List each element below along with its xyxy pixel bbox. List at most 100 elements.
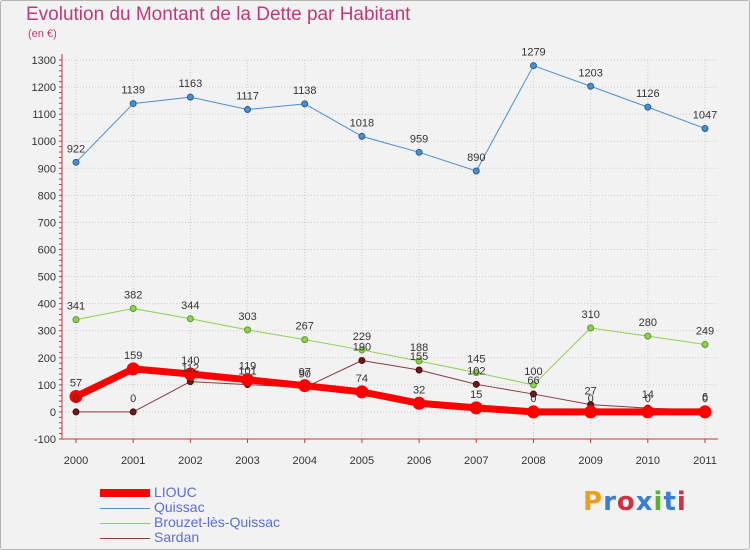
data-label-brouzet-l-s-quissac: 100 <box>524 366 542 378</box>
data-point-sardan <box>358 356 366 364</box>
y-tick-label: 0 <box>50 407 56 419</box>
logo-letter: r <box>603 487 617 517</box>
data-label-liouc: 0 <box>645 393 651 405</box>
legend-label: LIOUC <box>154 484 197 500</box>
data-label-quissac: 1138 <box>293 85 317 97</box>
data-label-brouzet-l-s-quissac: 310 <box>581 309 599 321</box>
data-label-quissac: 1139 <box>121 85 145 97</box>
data-point-liouc <box>469 401 483 415</box>
data-label-sardan: 0 <box>73 393 79 405</box>
y-tick-label: 200 <box>38 353 56 365</box>
logo-letter: i <box>676 487 687 517</box>
legend-swatch <box>100 538 150 539</box>
data-point-brouzet-l-s-quissac <box>129 305 137 313</box>
data-point-quissac <box>472 167 480 175</box>
data-point-brouzet-l-s-quissac <box>472 369 480 377</box>
data-point-brouzet-l-s-quissac <box>301 336 309 344</box>
data-point-liouc <box>183 367 197 381</box>
data-point-sardan <box>129 408 137 416</box>
data-label-sardan: 155 <box>410 351 428 363</box>
y-tick-label: -100 <box>34 434 56 446</box>
data-label-brouzet-l-s-quissac: 280 <box>639 317 657 329</box>
data-label-brouzet-l-s-quissac: 267 <box>296 321 314 333</box>
data-point-quissac <box>186 93 194 101</box>
data-label-quissac: 959 <box>410 133 428 145</box>
data-point-sardan <box>472 380 480 388</box>
data-label-brouzet-l-s-quissac: 145 <box>467 354 485 366</box>
logo-letter: t <box>663 487 677 517</box>
y-tick-label: 100 <box>38 380 56 392</box>
data-label-brouzet-l-s-quissac: 249 <box>696 326 714 338</box>
data-label-sardan: 101 <box>238 366 256 378</box>
data-label-brouzet-l-s-quissac: 344 <box>181 300 199 312</box>
data-label-liouc: 140 <box>181 355 199 367</box>
data-label-liouc: 0 <box>702 393 708 405</box>
data-label-brouzet-l-s-quissac: 188 <box>410 342 428 354</box>
y-tick-label: 500 <box>38 272 56 284</box>
x-tick-label: 2000 <box>64 455 88 467</box>
chart-subtitle: (en €) <box>28 28 57 40</box>
data-label-brouzet-l-s-quissac: 341 <box>67 301 85 313</box>
data-point-liouc <box>641 405 655 419</box>
plot-area <box>62 60 718 439</box>
data-label-liouc: 0 <box>588 393 594 405</box>
data-label-liouc: 0 <box>530 393 536 405</box>
data-point-quissac <box>701 124 709 132</box>
data-label-sardan: 90 <box>299 369 311 381</box>
data-point-quissac <box>244 106 252 114</box>
data-label-sardan: 0 <box>130 393 136 405</box>
y-tick-label: 1200 <box>32 82 56 94</box>
data-point-liouc <box>412 396 426 410</box>
proxiti-logo: Proxiti <box>583 487 687 517</box>
data-point-liouc <box>526 405 540 419</box>
data-label-quissac: 1047 <box>693 109 717 121</box>
data-label-quissac: 1163 <box>179 78 203 90</box>
data-label-liouc: 15 <box>470 389 482 401</box>
data-point-quissac <box>587 82 595 90</box>
x-tick-label: 2006 <box>407 455 431 467</box>
data-point-quissac <box>129 100 137 108</box>
data-label-sardan: 102 <box>467 365 485 377</box>
data-label-quissac: 1117 <box>236 91 259 103</box>
data-label-sardan: 66 <box>527 375 539 387</box>
legend-swatch <box>100 523 150 524</box>
data-label-liouc: 32 <box>413 384 425 396</box>
legend-swatch <box>100 508 150 509</box>
data-label-liouc: 119 <box>239 361 257 373</box>
data-label-sardan: 27 <box>585 386 597 398</box>
legend-label: Sardan <box>154 529 200 545</box>
data-label-brouzet-l-s-quissac: 303 <box>238 311 256 323</box>
x-tick-label: 2002 <box>178 455 202 467</box>
data-point-quissac <box>301 100 309 108</box>
legend-label: Quissac <box>154 499 205 515</box>
y-tick-label: 300 <box>38 326 56 338</box>
data-label-quissac: 1018 <box>350 117 374 129</box>
x-tick-label: 2003 <box>235 455 259 467</box>
data-point-brouzet-l-s-quissac <box>644 332 652 340</box>
data-label-sardan: 190 <box>353 341 371 353</box>
data-point-liouc <box>698 405 712 419</box>
data-point-liouc <box>298 379 312 393</box>
data-point-sardan <box>415 366 423 374</box>
data-point-liouc <box>241 373 255 387</box>
data-point-brouzet-l-s-quissac <box>529 381 537 389</box>
y-tick-label: 1100 <box>32 109 56 121</box>
data-point-brouzet-l-s-quissac <box>186 315 194 323</box>
data-label-brouzet-l-s-quissac: 382 <box>124 290 142 302</box>
data-point-liouc <box>69 389 83 403</box>
chart-title: Evolution du Montant de la Dette par Hab… <box>26 4 411 25</box>
x-tick-label: 2008 <box>521 455 545 467</box>
data-label-sardan: 14 <box>642 389 654 401</box>
data-label-quissac: 1126 <box>636 88 660 100</box>
logo-letter: x <box>635 487 654 517</box>
y-tick-label: 700 <box>38 217 56 229</box>
data-point-sardan <box>72 408 80 416</box>
data-label-sardan: 112 <box>182 363 200 375</box>
data-point-quissac <box>415 148 423 156</box>
data-point-quissac <box>529 62 537 70</box>
x-tick-label: 2001 <box>121 455 145 467</box>
series-line-quissac <box>75 65 706 172</box>
data-point-brouzet-l-s-quissac <box>415 357 423 365</box>
data-point-sardan <box>529 390 537 398</box>
data-point-brouzet-l-s-quissac <box>358 346 366 354</box>
